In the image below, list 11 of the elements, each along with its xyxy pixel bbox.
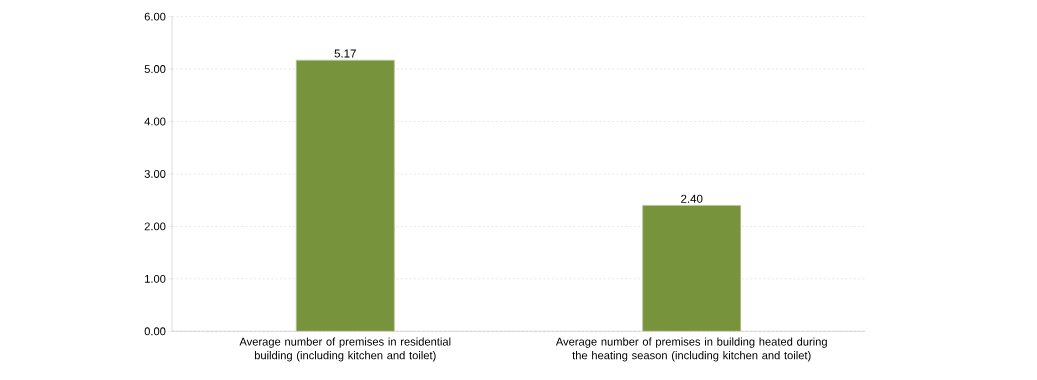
y-tick-label: 1.00	[145, 275, 166, 283]
y-tick-label: 4.00	[144, 117, 166, 126]
y-tick-label: 3.00	[144, 170, 166, 179]
y-tick-label: 5.00	[144, 65, 166, 74]
data-label: 5.17	[334, 49, 356, 58]
x-tick-label: Average number of premises in residential building (including kitchen and toilet)	[239, 337, 451, 362]
x-tick-label: Average number of premises in building heated during the heating season (including kitchen and toilet)	[555, 337, 827, 362]
y-tick-label: 2.00	[144, 222, 166, 231]
data-label: 2.40	[681, 194, 703, 204]
y-tick-label: 6.00	[144, 12, 166, 21]
y-tick-label: 0.00	[144, 327, 166, 336]
